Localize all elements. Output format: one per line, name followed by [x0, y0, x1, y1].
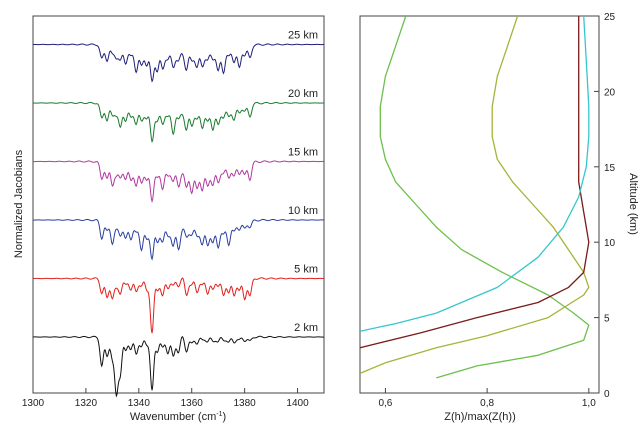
profile-series: [359, 15, 590, 379]
jacobian-x-ticks: 1300 1320 1340 1360 1380 1400: [22, 388, 309, 409]
jacobian-plot-frame: [32, 15, 325, 394]
jacobian-series-line: [32, 101, 325, 144]
jacobian-series-line: [32, 43, 325, 83]
profile-y-tick-label: 25: [604, 12, 616, 23]
profile-series-line: [379, 15, 590, 379]
jacobian-altitude-label: 15 km: [288, 147, 318, 159]
jacobian-panel: 1300 1320 1340 1360 1380 1400 25 km 20 km 15 km…: [13, 15, 325, 423]
profile-y-tick-label: 0: [604, 389, 610, 400]
profile-y-tick-label: 10: [604, 238, 616, 249]
jacobian-altitude-label: 2 km: [294, 322, 318, 334]
profile-x-tick-label: 0,6: [378, 398, 392, 409]
jacobian-altitude-labels: 25 km 20 km 15 km 10 km 5 km 2 km: [288, 30, 318, 335]
jacobian-altitude-label: 20 km: [288, 88, 318, 100]
jacobian-series-line: [32, 160, 325, 204]
profile-series-line: [359, 15, 590, 332]
profile-series-line: [359, 15, 590, 374]
jacobian-series-line: [32, 218, 325, 261]
jacobian-x-tick-label: 1360: [181, 398, 204, 409]
profile-y-tick-label: 20: [604, 87, 616, 98]
jacobian-altitude-label: 5 km: [294, 264, 318, 276]
jacobian-x-tick-label: 1300: [22, 398, 45, 409]
profile-x-axis-title: Z(h)/max(Z(h)): [444, 411, 516, 423]
jacobian-x-tick-label: 1340: [128, 398, 151, 409]
jacobian-altitude-label: 25 km: [288, 30, 318, 42]
jacobian-x-tick-label: 1400: [286, 398, 309, 409]
jacobian-series-line: [32, 335, 325, 398]
jacobian-x-axis-title: Wavenumber (cm-1): [130, 411, 226, 423]
profile-y-tick-label: 15: [604, 163, 616, 174]
jacobian-series-line: [32, 277, 325, 334]
profile-series-line: [359, 16, 590, 349]
profile-x-tick-label: 1,0: [582, 398, 596, 409]
jacobian-x-tick-label: 1380: [234, 398, 257, 409]
profile-plot-frame: [359, 15, 600, 394]
profile-x-tick-label: 0,8: [480, 398, 494, 409]
jacobian-y-axis-title: Normalized Jacobians: [13, 149, 25, 258]
jacobian-series: [32, 43, 325, 398]
profile-ticks: 0,6 0,8 1,0 0 5 10 15 20 25: [378, 12, 615, 409]
jacobian-altitude-label: 10 km: [288, 205, 318, 217]
profile-y-tick-label: 5: [604, 314, 610, 325]
profile-y-axis-title: Altitude (km): [627, 173, 639, 235]
profile-panel: 0,6 0,8 1,0 0 5 10 15 20 25 Z(h)/max(Z(h)) Altit…: [359, 12, 639, 423]
jacobian-x-tick-label: 1320: [75, 398, 98, 409]
